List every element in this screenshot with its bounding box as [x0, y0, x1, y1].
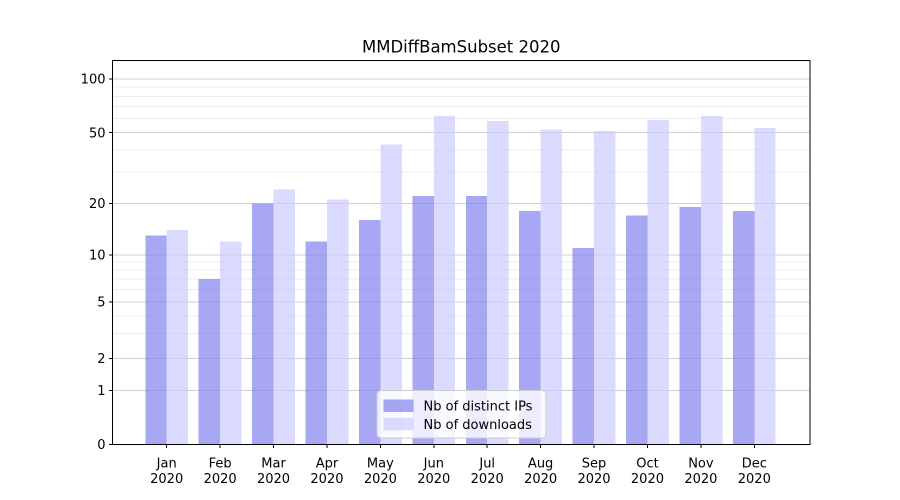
y-tick-label-0: 0	[97, 438, 105, 453]
x-tick-label-year-jun: 2020	[417, 472, 450, 487]
bar-downloads-jan	[166, 229, 189, 445]
bar-downloads-aug	[540, 129, 563, 445]
bar-downloads-oct	[647, 119, 669, 445]
x-tick-label-year-oct: 2020	[631, 472, 664, 487]
bar-downloads-dec	[754, 128, 776, 445]
bar-downloads-mar	[273, 189, 295, 445]
legend-box	[376, 390, 547, 439]
x-tick-label-month-jun: Jun	[423, 457, 444, 472]
x-tick-label-month-dec: Dec	[742, 457, 767, 472]
y-tick-label-20: 20	[89, 197, 106, 212]
x-tick-label-month-aug: Aug	[528, 457, 553, 472]
x-tick-label-year-dec: 2020	[738, 472, 771, 487]
bar-ips-mar	[252, 203, 274, 445]
y-tick-label-5: 5	[97, 296, 105, 311]
x-tick-label-month-feb: Feb	[209, 457, 232, 472]
chart-title: MMDiffBamSubset 2020	[362, 38, 561, 57]
x-tick-label-year-nov: 2020	[684, 472, 717, 487]
x-tick-label-month-mar: Mar	[261, 457, 286, 472]
x-tick-label-year-feb: 2020	[204, 472, 237, 487]
bar-downloads-apr	[326, 199, 349, 445]
bar-ips-feb	[198, 279, 221, 445]
x-tick-label-month-oct: Oct	[636, 457, 658, 472]
bar-downloads-may	[380, 144, 402, 445]
bar-ips-sep	[572, 247, 595, 445]
x-tick-label-month-jan: Jan	[156, 457, 177, 472]
x-tick-label-year-may: 2020	[364, 472, 397, 487]
bar-downloads-nov	[700, 116, 723, 445]
bar-downloads-jul	[487, 121, 509, 445]
bar-ips-jul	[465, 195, 488, 445]
bar-downloads-jun	[433, 116, 456, 445]
legend-label-ips: Nb of distinct IPs	[424, 400, 533, 415]
bar-ips-nov	[679, 207, 701, 445]
legend: Nb of distinct IPs Nb of downloads	[376, 390, 547, 439]
x-tick-label-year-jan: 2020	[150, 472, 183, 487]
bar-ips-oct	[626, 215, 648, 445]
x-tick-label-year-mar: 2020	[257, 472, 290, 487]
x-tick-label-month-sep: Sep	[582, 457, 607, 472]
x-tick-label-month-nov: Nov	[688, 457, 714, 472]
y-tick-label-2: 2	[97, 352, 105, 367]
y-tick-label-1: 1	[97, 384, 105, 399]
bar-downloads-sep	[594, 131, 616, 445]
x-tick-label-year-apr: 2020	[310, 472, 343, 487]
x-tick-label-month-jul: Jul	[478, 457, 495, 472]
y-tick-label-100: 100	[81, 73, 106, 88]
x-tick-label-year-aug: 2020	[524, 472, 557, 487]
legend-swatch-downloads	[383, 417, 414, 431]
bar-downloads-feb	[220, 241, 242, 445]
x-tick-label-year-sep: 2020	[577, 472, 610, 487]
y-tick-label-10: 10	[89, 249, 106, 264]
plot-border	[112, 60, 811, 445]
y-tick-label-50: 50	[89, 126, 106, 141]
bar-ips-may	[358, 219, 381, 445]
bar-ips-jun	[412, 195, 434, 445]
legend-label-downloads: Nb of downloads	[424, 418, 533, 433]
x-tick-label-month-apr: Apr	[316, 457, 339, 472]
bar-ips-dec	[732, 211, 755, 445]
x-tick-label-year-jul: 2020	[471, 472, 504, 487]
bar-ips-jan	[145, 235, 167, 445]
bar-ips-aug	[519, 211, 541, 445]
x-tick-label-month-may: May	[367, 457, 394, 472]
bar-ips-apr	[305, 241, 327, 445]
legend-swatch-ips	[383, 399, 414, 412]
